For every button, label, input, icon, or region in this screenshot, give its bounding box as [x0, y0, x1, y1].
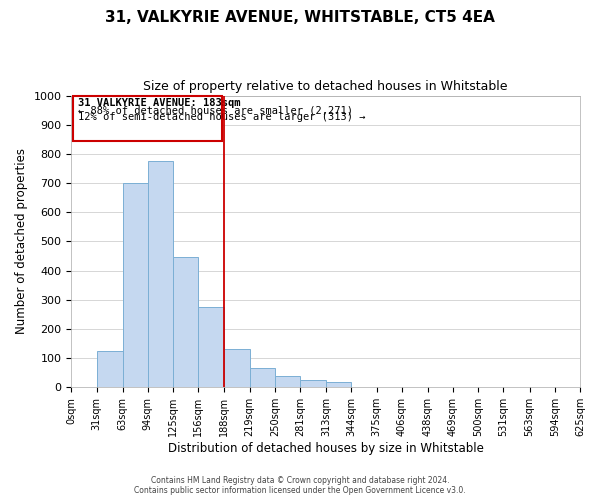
Bar — [122, 183, 148, 388]
Bar — [224, 348, 250, 388]
Text: Contains HM Land Registry data © Crown copyright and database right 2024.
Contai: Contains HM Land Registry data © Crown c… — [134, 476, 466, 495]
Bar — [275, 376, 300, 388]
Bar — [326, 382, 351, 388]
Bar — [173, 258, 198, 388]
Y-axis label: Number of detached properties: Number of detached properties — [15, 148, 28, 334]
Text: ← 88% of detached houses are smaller (2,271): ← 88% of detached houses are smaller (2,… — [78, 106, 353, 116]
Text: 31 VALKYRIE AVENUE: 183sqm: 31 VALKYRIE AVENUE: 183sqm — [78, 98, 240, 108]
X-axis label: Distribution of detached houses by size in Whitstable: Distribution of detached houses by size … — [168, 442, 484, 455]
Title: Size of property relative to detached houses in Whitstable: Size of property relative to detached ho… — [143, 80, 508, 93]
Text: 12% of semi-detached houses are larger (313) →: 12% of semi-detached houses are larger (… — [78, 112, 365, 122]
Bar — [300, 380, 326, 388]
Bar — [198, 307, 224, 388]
Bar — [148, 161, 173, 388]
Bar — [73, 96, 222, 141]
Bar — [250, 368, 275, 388]
Bar — [97, 351, 122, 388]
Text: 31, VALKYRIE AVENUE, WHITSTABLE, CT5 4EA: 31, VALKYRIE AVENUE, WHITSTABLE, CT5 4EA — [105, 10, 495, 25]
